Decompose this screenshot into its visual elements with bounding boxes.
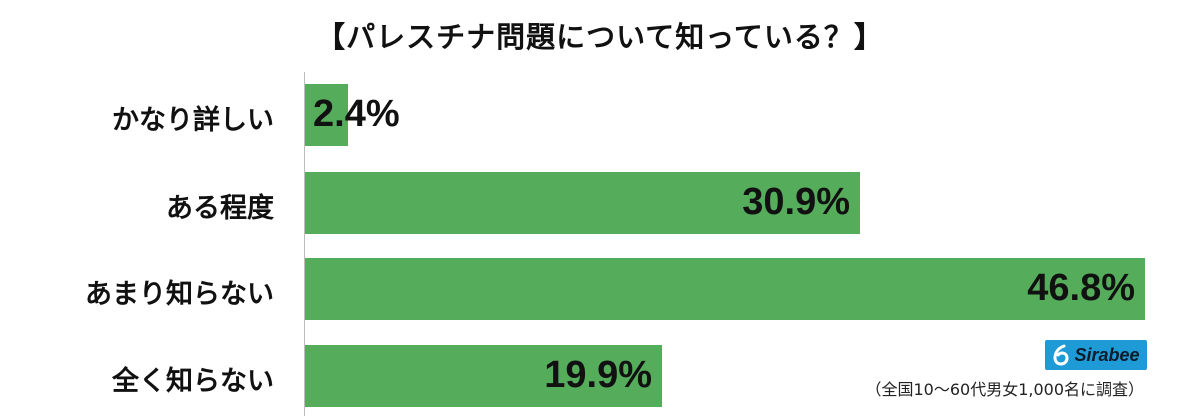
bar-3 [305, 345, 662, 407]
sirabee-logo-icon [1053, 344, 1069, 366]
category-label-2: あまり知らない [85, 279, 274, 310]
category-label-0: かなり詳しい [112, 105, 274, 136]
sirabee-logo: Sirabee [1045, 340, 1147, 370]
logo-text: Sirabee [1074, 344, 1140, 365]
category-label-3: 全く知らない [112, 366, 274, 397]
value-label-2: 46.8% [1027, 267, 1135, 309]
value-label-1: 30.9% [742, 181, 850, 223]
y-axis-line [304, 72, 305, 416]
source-note: （全国10〜60代男女1,000名に調査） [865, 380, 1144, 399]
bar-2 [305, 258, 1145, 320]
value-label-0: 2.4% [313, 93, 400, 135]
bar-0 [305, 84, 348, 146]
value-label-3: 19.9% [544, 354, 652, 396]
category-label-1: ある程度 [166, 193, 274, 224]
bar-1 [305, 172, 860, 234]
chart-title: 【パレスチナ問題について知っている？】 [316, 20, 884, 54]
